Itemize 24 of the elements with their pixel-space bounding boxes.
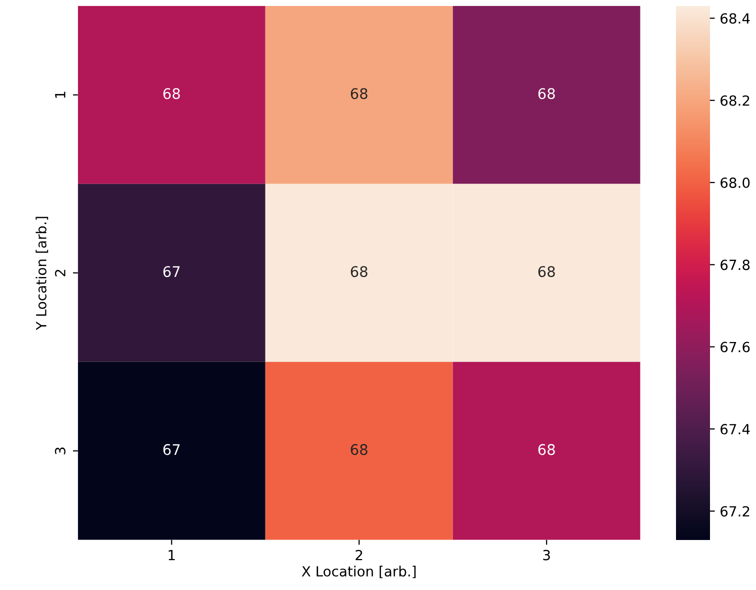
- y-tick-label: 3: [54, 448, 66, 454]
- data-label: 67: [163, 444, 180, 456]
- data-label: 67: [163, 266, 180, 278]
- data-label: 68: [538, 444, 555, 456]
- color-bar-label: 68.2: [720, 95, 750, 106]
- data-label: 68: [538, 266, 555, 278]
- color-bar-label: 67.2: [720, 506, 750, 517]
- data-label: 68: [538, 88, 555, 100]
- data-label: 68: [350, 88, 368, 100]
- x-axis-title: X Location [arb.]: [302, 566, 416, 578]
- y-tick-label: 2: [54, 270, 66, 276]
- data-label: 68: [163, 88, 180, 100]
- x-tick-label: 3: [543, 550, 550, 560]
- x-tick-label: 2: [356, 550, 362, 560]
- color-bar-label: 68.4: [720, 13, 750, 24]
- color-bar-label: 67.6: [720, 342, 750, 352]
- x-tick-label: 1: [168, 550, 175, 560]
- data-label: 68: [350, 444, 368, 456]
- y-tick-label: 1: [55, 92, 66, 98]
- color-bar-label: 67.8: [720, 260, 750, 270]
- color-bar-label: 67.4: [720, 424, 750, 434]
- data-label: 68: [350, 266, 368, 278]
- color-bar-label: 68.0: [720, 177, 750, 188]
- y-axis-title: Y Location [arb.]: [36, 216, 48, 330]
